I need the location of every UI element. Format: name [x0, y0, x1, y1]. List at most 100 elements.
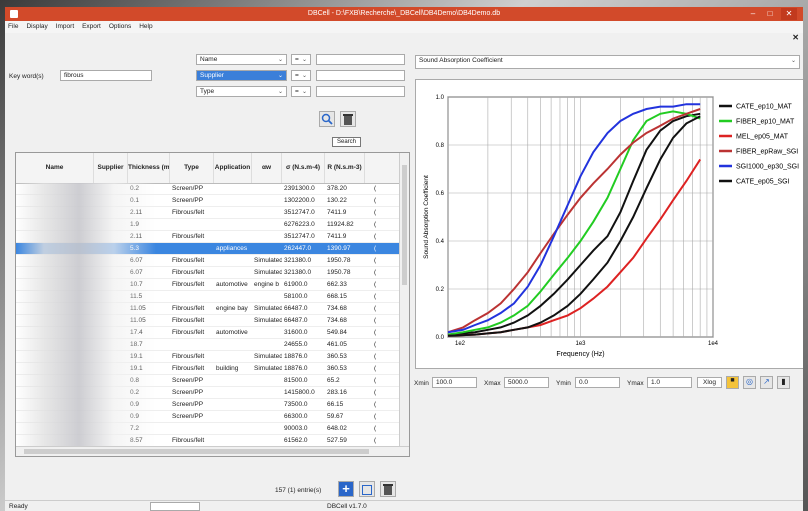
ymax-input[interactable]: 1.0: [647, 377, 692, 388]
filter-field-name-value: Name: [200, 56, 218, 63]
col-type[interactable]: Type: [170, 153, 214, 183]
xmin-input[interactable]: 100.0: [432, 377, 477, 388]
table-cell: [172, 423, 214, 434]
filter-op-name[interactable]: = ⌄: [291, 54, 311, 65]
delete-button[interactable]: [380, 481, 396, 497]
col-resistance[interactable]: R (N.s.m-3): [325, 153, 365, 183]
table-hscroll[interactable]: [16, 446, 409, 456]
filter-value-name[interactable]: [316, 54, 405, 65]
close-panel-icon[interactable]: ✕: [792, 33, 799, 42]
table-cell: [254, 399, 282, 410]
menu-options[interactable]: Options: [108, 23, 132, 30]
clear-button[interactable]: [340, 111, 356, 127]
xlog-toggle[interactable]: Xlog: [697, 377, 722, 388]
trash-icon: [343, 114, 353, 125]
x-tick-label: 1e2: [455, 341, 466, 347]
filter-op-type[interactable]: = ⌄: [291, 86, 311, 97]
property-select[interactable]: Sound Absorption Coefficient ⌄: [415, 55, 800, 69]
search-button[interactable]: [319, 111, 335, 127]
filter-field-type-value: Type: [200, 88, 215, 95]
table-cell: 1415800.0: [284, 389, 315, 396]
table-cell: Fibrous/felt: [172, 317, 205, 324]
table-cell: 66.15: [327, 401, 344, 408]
table-cell-more: (: [374, 353, 377, 360]
menu-import[interactable]: Import: [55, 23, 75, 30]
y-tick-label: 0.8: [436, 143, 445, 149]
zoom-icon: ◎: [746, 377, 753, 386]
menu-file[interactable]: File: [8, 23, 19, 30]
table-cell-more: (: [374, 197, 377, 204]
filter-op-supplier-value: =: [295, 72, 299, 79]
results-table: Name Supplier Thickness (mm Type Applica…: [15, 152, 410, 457]
table-cell-more: (: [374, 425, 377, 432]
table-cell: 73500.0: [284, 401, 308, 408]
table-cell: 549.84: [327, 329, 347, 336]
minimize-icon[interactable]: –: [750, 9, 756, 18]
menu-bar: File Display Import Export Options Help: [5, 21, 803, 33]
col-thickness[interactable]: Thickness (mm: [128, 153, 170, 183]
chevron-down-icon: ⌄: [301, 89, 307, 95]
filter-op-supplier[interactable]: = ⌄: [291, 70, 311, 81]
table-cell: Simulated: [254, 305, 282, 312]
close-window-icon[interactable]: ✕: [781, 8, 797, 20]
col-supplier[interactable]: Supplier: [94, 153, 128, 183]
table-cell: 6276223.0: [284, 221, 315, 228]
col-aw[interactable]: αw: [252, 153, 282, 183]
ymin-input[interactable]: 0.0: [575, 377, 620, 388]
table-cell: 1390.97: [327, 245, 351, 252]
table-cell: 66487.0: [284, 305, 308, 312]
filter-field-type[interactable]: Type ⌄: [196, 86, 287, 97]
table-cell: [216, 423, 252, 434]
table-cell: [254, 375, 282, 386]
vscroll-thumb[interactable]: [402, 165, 407, 285]
filter-field-supplier[interactable]: Supplier ⌄: [196, 70, 287, 81]
filter-value-supplier[interactable]: [316, 70, 405, 81]
table-cell-more: (: [374, 293, 377, 300]
table-vscroll[interactable]: [399, 153, 409, 449]
menu-help[interactable]: Help: [139, 23, 153, 30]
table-cell: [172, 243, 214, 254]
col-application[interactable]: Application: [214, 153, 252, 183]
x-tick-label: 1e4: [708, 341, 719, 347]
table-cell: 66487.0: [284, 317, 308, 324]
zoom-button[interactable]: ◎: [743, 376, 756, 389]
legend-label: FIBER_epRaw_SGI: [736, 149, 798, 156]
col-sigma[interactable]: σ (N.s.m-4): [282, 153, 325, 183]
copy-button[interactable]: [359, 481, 375, 497]
table-cell: 378.20: [327, 185, 347, 192]
table-cell-more: (: [374, 341, 377, 348]
table-cell: appliances: [216, 245, 248, 252]
lock-button[interactable]: ■: [726, 376, 739, 389]
y-axis-label: Sound Absorption Coefficient: [423, 175, 430, 259]
table-cell-more: (: [374, 401, 377, 408]
table-cell: Simulated: [254, 269, 282, 276]
col-name[interactable]: Name: [16, 153, 94, 183]
menu-display[interactable]: Display: [26, 23, 48, 30]
chart-export-icon: ↗: [763, 377, 770, 386]
export-chart-button[interactable]: ↗: [760, 376, 773, 389]
table-cell-more: (: [374, 365, 377, 372]
menu-export[interactable]: Export: [82, 23, 101, 30]
window-title: DBCell - D:\FXB\Recherche\_DBCell\DB4Dem…: [307, 10, 501, 17]
add-button[interactable]: +: [338, 481, 354, 497]
table-cell-more: (: [374, 221, 377, 228]
chevron-down-icon: ⌄: [301, 57, 307, 63]
xmax-input[interactable]: 5000.0: [504, 377, 549, 388]
table-cell: 461.05: [327, 341, 347, 348]
series-line: [447, 112, 701, 336]
filter-field-name[interactable]: Name ⌄: [196, 54, 287, 65]
y-tick-label: 1.0: [436, 95, 445, 101]
table-cell: 734.68: [327, 305, 347, 312]
clear-chart-button[interactable]: ▮: [777, 376, 790, 389]
table-cell: [216, 219, 252, 230]
maximize-icon[interactable]: □: [767, 9, 773, 18]
filter-value-type[interactable]: [316, 86, 405, 97]
table-cell: [216, 435, 252, 446]
keyword-input[interactable]: fibrous: [60, 70, 152, 81]
table-cell-more: (: [374, 257, 377, 264]
table-cell: engine bay: [216, 305, 248, 312]
table-cell: Screen/PP: [172, 413, 204, 420]
hscroll-thumb[interactable]: [24, 449, 369, 454]
table-cell: 1302200.0: [284, 197, 315, 204]
filter-op-name-value: =: [295, 56, 299, 63]
